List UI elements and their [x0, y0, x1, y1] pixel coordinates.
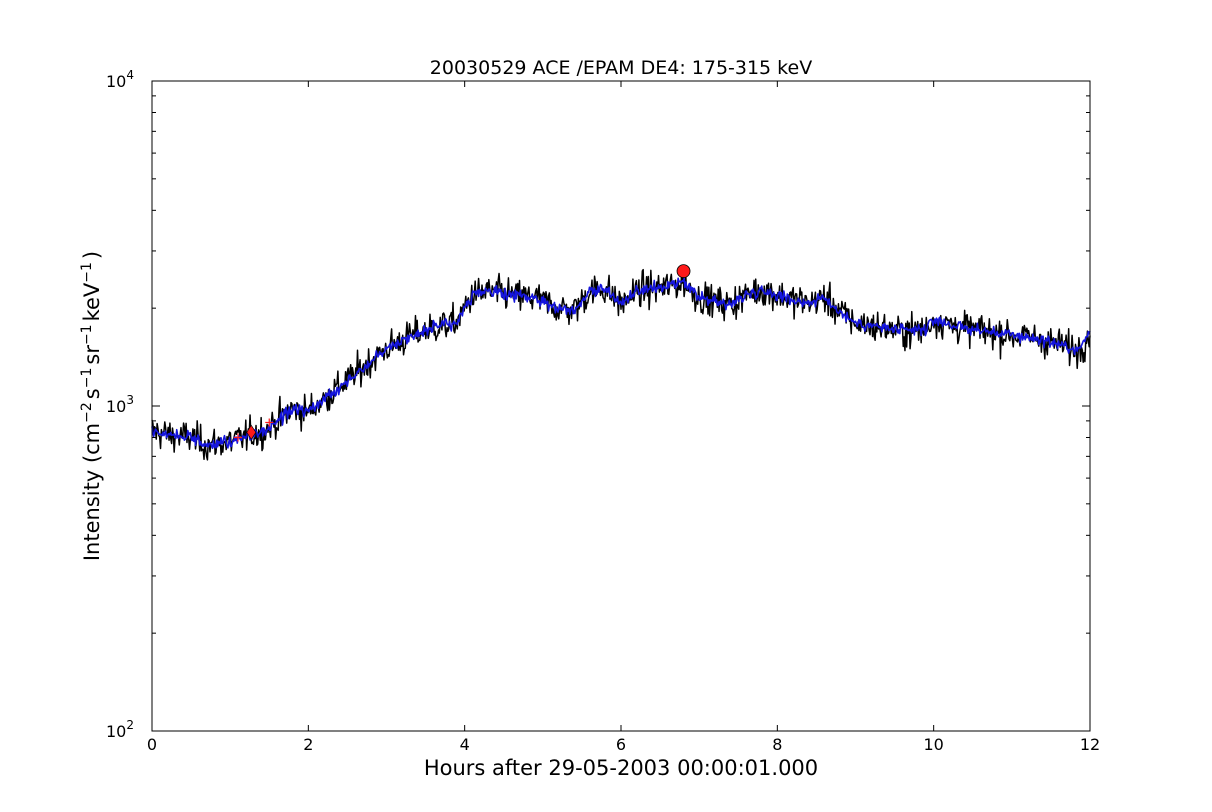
x-tick-label: 12 [1080, 735, 1100, 754]
y-tick-base: 10 [106, 722, 126, 741]
y-label-suffix: ) [80, 251, 104, 259]
x-tick-label: 2 [303, 735, 313, 754]
marker-layer [233, 264, 691, 442]
y-label-prefix: Intensity (cm [80, 423, 104, 561]
y-tick-label: 103 [106, 393, 134, 416]
y-tick-label: 104 [106, 68, 134, 91]
y-label-mid3: keV [80, 282, 104, 321]
peak-marker-circle [676, 264, 691, 279]
y-tick-label: 102 [106, 718, 134, 741]
x-tick-label: 6 [616, 735, 626, 754]
y-tick-exponent: 4 [126, 68, 134, 82]
onset-marker-diamond [246, 424, 257, 440]
y-tick-exponent: 2 [126, 718, 134, 732]
y-tick-base: 10 [106, 72, 126, 91]
x-tick-label: 10 [923, 735, 943, 754]
y-axis-label: Intensity (cm−2s−1sr−1keV−1) [79, 251, 104, 561]
y-tick-base: 10 [106, 397, 126, 416]
series-line-1 [151, 277, 1091, 450]
y-label-mid1: s [80, 388, 104, 399]
plot-area [152, 81, 1090, 731]
plus-marker-2 [233, 433, 242, 442]
chart-title: 20030529 ACE /EPAM DE4: 175-315 keV [430, 57, 812, 79]
series-layer [151, 268, 1091, 461]
x-tick-label: 8 [772, 735, 782, 754]
x-tick-label: 4 [460, 735, 470, 754]
y-label-exp2: −1 [79, 368, 95, 389]
y-tick-exponent: 3 [126, 393, 134, 407]
y-label-mid2: sr [80, 345, 104, 365]
plus-marker-3 [265, 418, 274, 427]
y-label-exp3: −1 [79, 324, 95, 345]
x-tick-label: 0 [147, 735, 157, 754]
y-label-exp1: −2 [79, 402, 95, 423]
y-label-exp4: −1 [79, 262, 95, 283]
x-axis-label: Hours after 29-05-2003 00:00:01.000 [424, 756, 818, 780]
